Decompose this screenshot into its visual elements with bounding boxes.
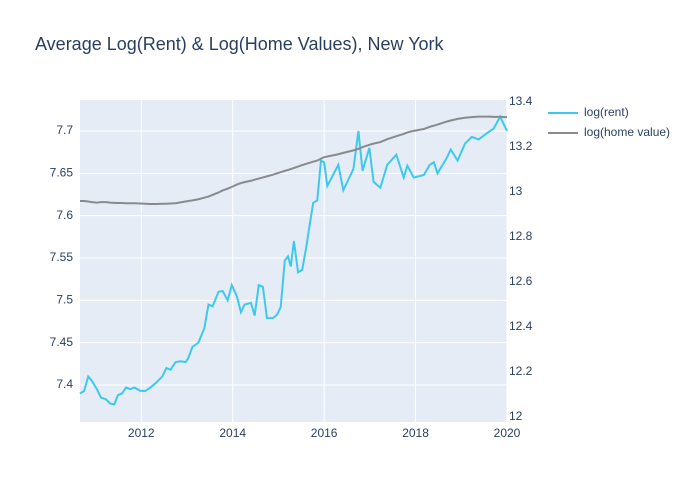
legend-label: log(home value)	[584, 125, 670, 139]
x-tick-label: 2012	[128, 426, 155, 440]
y-tick-label: 7.6	[56, 208, 73, 222]
plot-area	[80, 100, 507, 422]
x-tick-label: 2014	[219, 426, 246, 440]
y2-tick-label: 12	[509, 409, 523, 423]
y-tick-label: 7.55	[50, 250, 74, 264]
y-tick-label: 7.4	[56, 377, 73, 391]
x-tick-label: 2016	[311, 426, 338, 440]
chart-title: Average Log(Rent) & Log(Home Values), Ne…	[35, 34, 445, 54]
y2-tick-label: 13.4	[509, 94, 533, 108]
series-line	[79, 114, 508, 406]
y-tick-label: 7.7	[56, 123, 73, 137]
y-tick-label: 7.5	[56, 293, 73, 307]
y2-tick-label: 12.2	[509, 364, 533, 378]
y-tick-label: 7.45	[50, 335, 74, 349]
y2-tick-label: 13.2	[509, 139, 533, 153]
y-tick-label: 7.65	[50, 165, 74, 179]
series-line	[80, 115, 508, 205]
y2-tick-label: 13	[509, 184, 523, 198]
y2-tick-label: 12.6	[509, 274, 533, 288]
x-tick-label: 2020	[494, 426, 521, 440]
x-tick-label: 2018	[402, 426, 429, 440]
y2-tick-label: 12.8	[509, 229, 533, 243]
legend-label: log(rent)	[584, 105, 629, 119]
y2-tick-label: 12.4	[509, 319, 533, 333]
